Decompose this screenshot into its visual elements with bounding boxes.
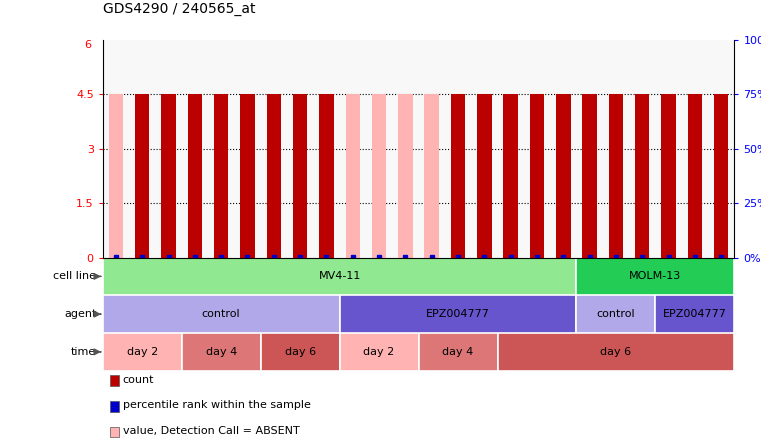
Bar (372, 95, 387, 258)
Bar (293, 95, 307, 258)
Bar (345, 95, 360, 258)
Bar (339, 333, 419, 371)
Bar (530, 95, 544, 258)
Text: value, Detection Call = ABSENT: value, Detection Call = ABSENT (123, 426, 299, 436)
Bar (635, 95, 649, 258)
Bar (609, 95, 623, 258)
Bar (425, 95, 439, 258)
Bar (556, 95, 571, 258)
Bar (582, 95, 597, 258)
Bar (266, 95, 281, 258)
Text: day 6: day 6 (285, 347, 316, 357)
Bar (260, 333, 339, 371)
Bar (655, 295, 734, 333)
Bar (498, 333, 734, 371)
Text: GDS4290 / 240565_at: GDS4290 / 240565_at (103, 1, 255, 16)
Bar (661, 95, 676, 258)
Bar (103, 295, 339, 333)
Bar (188, 95, 202, 258)
Bar (240, 95, 255, 258)
Bar (398, 95, 412, 258)
Bar (135, 95, 149, 258)
Text: percentile rank within the sample: percentile rank within the sample (123, 400, 310, 410)
Bar (504, 95, 518, 258)
Bar (109, 95, 123, 258)
Bar (319, 95, 333, 258)
Text: day 6: day 6 (600, 347, 632, 357)
Text: agent: agent (64, 309, 97, 319)
Bar (688, 95, 702, 258)
Text: 6: 6 (84, 40, 91, 50)
Text: MOLM-13: MOLM-13 (629, 271, 682, 281)
Bar (103, 258, 577, 295)
Text: count: count (123, 375, 154, 385)
Bar (214, 95, 228, 258)
Text: time: time (72, 347, 97, 357)
Bar (451, 95, 465, 258)
Text: control: control (202, 309, 240, 319)
Bar (103, 333, 182, 371)
Text: MV4-11: MV4-11 (318, 271, 361, 281)
Text: day 4: day 4 (442, 347, 473, 357)
Bar (577, 295, 655, 333)
Bar (714, 95, 728, 258)
Text: control: control (597, 309, 635, 319)
Bar (577, 258, 734, 295)
Text: day 4: day 4 (205, 347, 237, 357)
Text: cell line: cell line (53, 271, 97, 281)
Bar (419, 333, 498, 371)
Bar (477, 95, 492, 258)
Bar (339, 295, 577, 333)
Text: EPZ004777: EPZ004777 (426, 309, 490, 319)
Bar (161, 95, 176, 258)
Text: EPZ004777: EPZ004777 (663, 309, 727, 319)
Bar (182, 333, 261, 371)
Text: day 2: day 2 (126, 347, 158, 357)
Text: day 2: day 2 (364, 347, 395, 357)
